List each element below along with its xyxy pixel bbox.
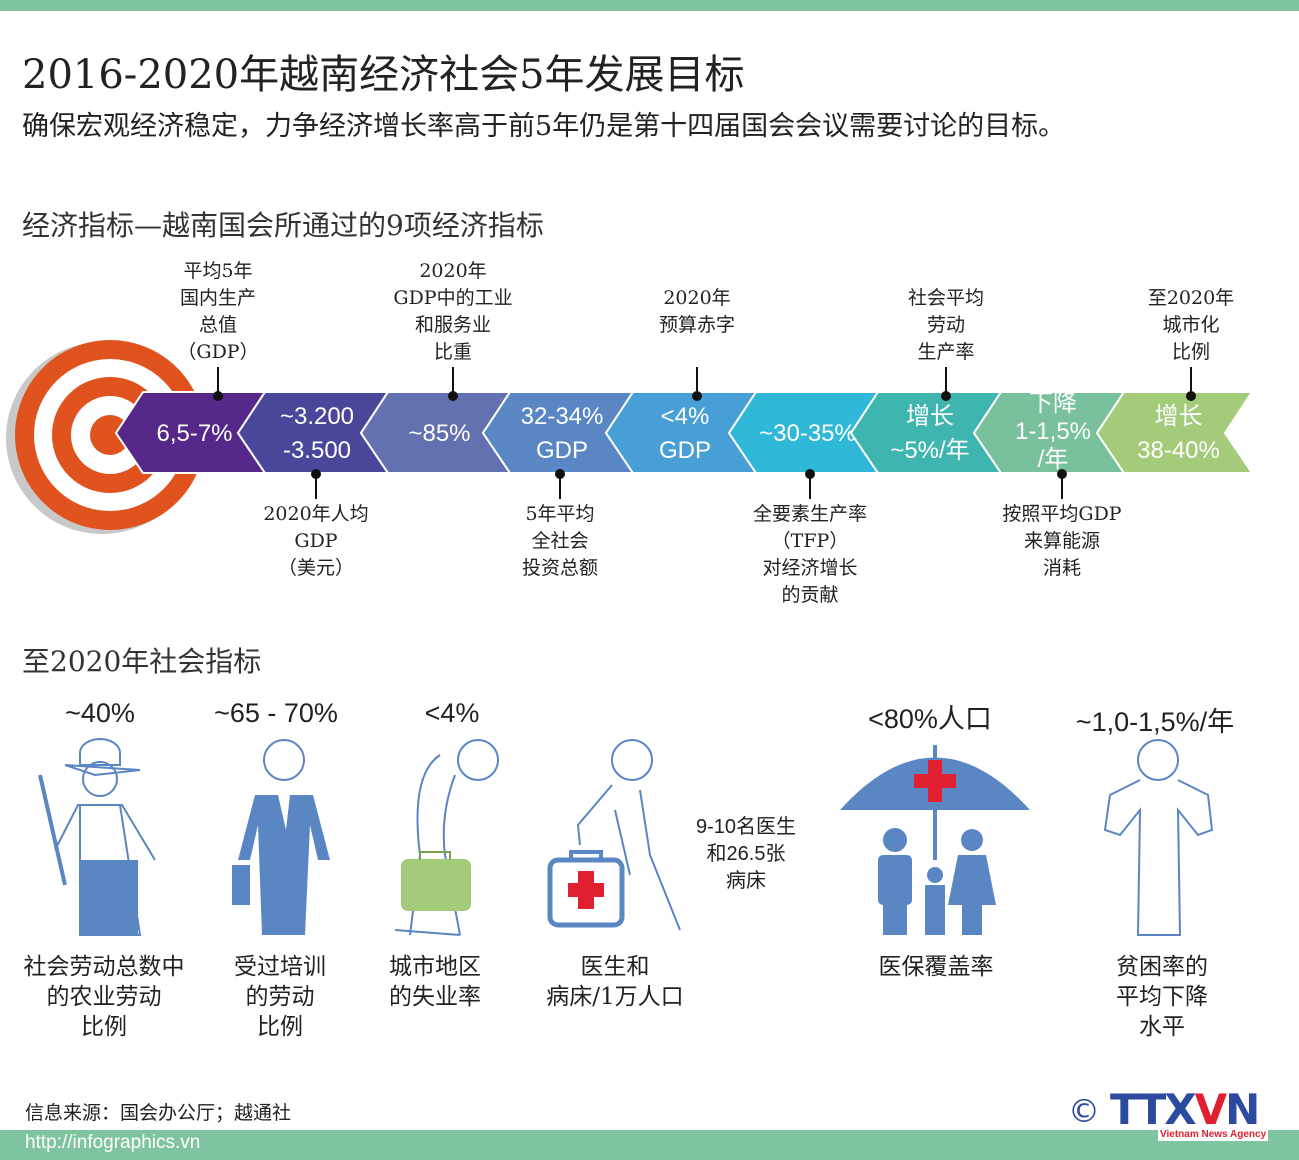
segment-value: 6,5-7% (156, 420, 232, 447)
social-icons (38, 738, 1214, 936)
trained-worker-icon (232, 739, 330, 935)
doctor-medical-bag-icon (547, 739, 681, 931)
callout-dot (1057, 469, 1067, 479)
indicator-label: 平均5年 国内生产 总值 （GDP） (177, 260, 259, 363)
segment-value: 32-34% GDP (521, 403, 604, 464)
segment-value: <4% GDP (659, 403, 711, 464)
social-value-poverty: ~1,0-1,5%/年 (1075, 707, 1235, 737)
indicator-label: 按照平均GDP 来算能源 消耗 (1002, 503, 1122, 579)
indicator-label: 2020年 预算赤字 (658, 287, 736, 336)
social-caption-agri: 社会劳动总数中 的农业劳动 比例 (23, 954, 185, 1040)
farmer-icon (38, 738, 156, 936)
segment-value: ~85% (408, 420, 470, 447)
family-umbrella-icon (840, 745, 1030, 935)
social-caption-doctors: 医生和 病床/1万人口 (546, 954, 684, 1010)
ttxvn-logo: TTXVN (1110, 1085, 1260, 1134)
top-bar (0, 0, 1299, 11)
website-link[interactable]: http://infographics.vn (25, 1132, 201, 1153)
callout-dot (692, 391, 702, 401)
social-value-trained: ~65 - 70% (214, 698, 338, 728)
page-subtitle: 确保宏观经济稳定，力争经济增长率高于前5年仍是第十四届国会会议需要讨论的目标。 (22, 111, 1066, 142)
social-caption-trained: 受过培训 的劳动 比例 (234, 954, 326, 1040)
source-note: 信息来源：国会办公厅；越通社 (25, 1102, 292, 1124)
bottom-bar (0, 1130, 1299, 1160)
callout-dot (805, 469, 815, 479)
callout-dot (448, 391, 458, 401)
economic-heading: 经济指标—越南国会所通过的9项经济指标 (22, 209, 544, 242)
callout-line (1190, 367, 1192, 392)
copyright-icon: © (1068, 1092, 1100, 1130)
social-value-doctors: 9-10名医生 和26.5张 病床 (695, 816, 797, 892)
segment-value: 下降 1-1,5%/年 (1015, 390, 1091, 473)
callout-line (559, 473, 561, 499)
unemployed-person-icon (394, 739, 499, 936)
callout-line (696, 367, 698, 392)
indicator-label: 至2020年 城市化 比例 (1147, 287, 1235, 363)
social-value-insurance: <80%人口 (868, 704, 992, 734)
segment-value: 增长~5%/年 (890, 403, 969, 464)
callout-line (452, 367, 454, 392)
indicator-label: 2020年人均 GDP （美元） (263, 503, 369, 579)
indicator-label: 2020年 GDP中的工业 和服务业 比重 (393, 260, 513, 363)
social-caption-poverty: 贫困率的 平均下降 水平 (1116, 954, 1208, 1040)
social-heading: 至2020年社会指标 (22, 645, 262, 678)
callout-dot (1186, 391, 1196, 401)
callout-line (315, 473, 317, 499)
segment-value: 增长 38-40% (1137, 403, 1220, 464)
callout-line (945, 367, 947, 392)
logo-tagline: Vietnam News Agency (1158, 1129, 1269, 1141)
arrow-segment (1095, 391, 1254, 474)
poor-person-icon (1103, 739, 1214, 936)
callout-line (809, 473, 811, 499)
indicator-label: 全要素生产率 （TFP） 对经济增长 的贡献 (752, 503, 868, 606)
page-title: 2016-2020年越南经济社会5年发展目标 (22, 52, 745, 98)
social-caption-unemployment: 城市地区 的失业率 (389, 954, 481, 1010)
callout-dot (941, 391, 951, 401)
callout-line (217, 367, 219, 392)
callout-line (1061, 473, 1063, 499)
callout-dot (555, 469, 565, 479)
segment-value: ~30-35% (759, 420, 856, 447)
indicator-label: 社会平均 劳动 生产率 (907, 287, 985, 363)
indicator-label: 5年平均 全社会 投资总额 (521, 503, 599, 579)
social-value-agri: ~40% (65, 698, 135, 728)
social-caption-insurance: 医保覆盖率 (878, 954, 994, 980)
social-value-unemployment: <4% (424, 698, 480, 728)
segment-value: ~3.200 -3.500 (280, 403, 354, 464)
callout-dot (213, 391, 223, 401)
economic-arrow-band: 6,5-7% ~3.200 -3.500 ~85% 32-34% GDP <4% GDP ~30… (6, 340, 1254, 534)
callout-dot (311, 469, 321, 479)
